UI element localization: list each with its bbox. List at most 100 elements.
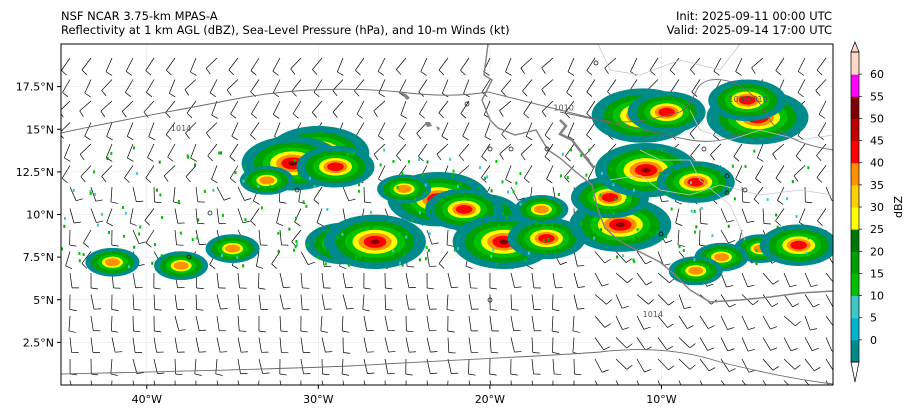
- calm-marker: [487, 297, 493, 303]
- echo-speck: [727, 224, 730, 228]
- echo-speck: [269, 184, 272, 188]
- wind-barb: [447, 380, 449, 385]
- wind-barb-flag: [833, 262, 840, 265]
- echo-speck: [257, 184, 260, 188]
- reflectivity-contour: [327, 162, 344, 172]
- wind-barb: [604, 57, 617, 69]
- wind-barb: [762, 380, 767, 385]
- wind-barb-flag: [64, 157, 71, 162]
- wind-barb: [167, 143, 176, 158]
- wind-barb: [132, 272, 136, 288]
- wind-barb-flag: [726, 285, 734, 288]
- wind-barb: [489, 315, 493, 331]
- wind-barb: [670, 79, 680, 93]
- echo-speck: [122, 234, 125, 238]
- echo-speck: [107, 230, 110, 234]
- wind-barb-flag: [465, 265, 473, 269]
- wind-barb: [691, 79, 701, 93]
- wind-barb: [520, 57, 533, 69]
- wind-barb: [363, 315, 368, 331]
- wind-barb: [384, 294, 387, 310]
- wind-barb-flag: [499, 110, 504, 117]
- wind-barb-flag: [481, 177, 487, 183]
- wind-barb: [775, 208, 785, 222]
- echo-speck: [570, 148, 573, 152]
- wind-barb: [69, 208, 75, 224]
- wind-barb: [81, 251, 92, 264]
- calm-marker: [294, 187, 300, 193]
- wind-barb: [817, 208, 827, 222]
- echo-speck: [138, 232, 141, 236]
- echo-speck: [778, 250, 781, 254]
- wind-barb: [105, 143, 113, 158]
- wind-barb: [321, 337, 326, 353]
- wind-barb: [173, 186, 176, 202]
- wind-barb-flag: [313, 91, 320, 98]
- echo-speck: [212, 188, 215, 192]
- calm-marker: [186, 254, 192, 260]
- wind-barb-flag: [91, 373, 99, 376]
- wind-barb: [541, 79, 554, 90]
- storm-cell: [507, 217, 586, 260]
- wind-barb-flag: [684, 306, 692, 309]
- wind-barb: [804, 272, 812, 287]
- echo-speck: [429, 209, 432, 213]
- echo-speck: [459, 182, 462, 186]
- wind-barb: [481, 165, 491, 178]
- wind-barb-flag: [79, 110, 84, 117]
- wind-barb-flag: [794, 364, 801, 370]
- echo-speck: [736, 257, 739, 261]
- wind-barb-flag: [771, 303, 779, 307]
- echo-speck: [383, 148, 386, 152]
- wind-barb: [316, 208, 323, 223]
- echo-speck: [121, 206, 124, 210]
- wind-barb: [565, 143, 575, 157]
- wind-barb-flag: [742, 201, 750, 203]
- wind-barb: [300, 294, 303, 310]
- calm-marker: [464, 101, 470, 107]
- wind-barb-flag: [396, 69, 402, 75]
- wind-barb: [83, 229, 92, 244]
- wind-barb: [426, 251, 430, 267]
- wind-barb-flag: [710, 154, 715, 161]
- echo-speck: [552, 249, 555, 253]
- echo-speck: [580, 222, 583, 226]
- wind-barb-flag: [668, 365, 675, 371]
- wind-barb-flag: [398, 135, 405, 141]
- wind-barb: [250, 79, 260, 93]
- wind-barb: [795, 143, 806, 157]
- wind-barb: [720, 272, 727, 288]
- wind-barb: [636, 358, 645, 373]
- wind-barb: [699, 337, 708, 351]
- wind-barb-flag: [154, 330, 162, 333]
- wind-barb: [777, 186, 785, 201]
- wind-barb-flag: [713, 70, 720, 76]
- wind-barb-flag: [560, 261, 567, 265]
- map-title-right: Init: 2025-09-11 00:00 UTC Valid: 2025-0…: [667, 9, 832, 37]
- wind-barb-flag: [602, 391, 609, 394]
- wind-barb: [174, 315, 180, 331]
- wind-barb: [90, 186, 97, 202]
- wind-barb-flag: [763, 223, 771, 225]
- wind-barb: [544, 122, 554, 136]
- wind-barb-flag: [564, 112, 570, 119]
- echo-speck: [614, 197, 617, 201]
- wind-barb: [216, 208, 220, 224]
- wind-barb: [741, 315, 749, 330]
- echo-speck: [527, 251, 530, 255]
- lat-tick-label: 17.5°N: [16, 81, 54, 94]
- echo-speck: [733, 197, 736, 201]
- wind-barb: [735, 57, 743, 72]
- wind-barb: [185, 122, 197, 134]
- wind-barb: [468, 380, 471, 385]
- echo-speck: [197, 218, 200, 222]
- storm-cell: [708, 79, 787, 122]
- wind-barb: [216, 315, 220, 331]
- wind-barb: [468, 272, 471, 288]
- wind-barb: [783, 315, 796, 327]
- reflectivity-contour: [104, 258, 120, 267]
- wind-barb-flag: [669, 69, 676, 76]
- island: [400, 92, 410, 100]
- island: [436, 126, 440, 131]
- echo-speck: [370, 210, 373, 214]
